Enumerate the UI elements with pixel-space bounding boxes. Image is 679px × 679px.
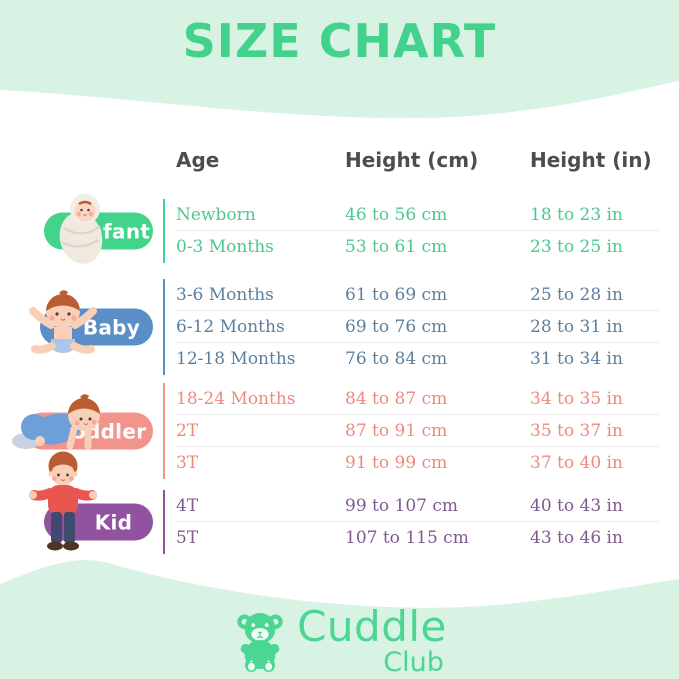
- group-toddler: Toddler 18-24 Months 84 to 87 cm 34 to 3…: [0, 383, 659, 479]
- group-kid-rows: 4T 99 to 107 cm 40 to 43 in 5T 107 to 11…: [163, 490, 659, 554]
- height-cm-cell: 99 to 107 cm: [345, 495, 458, 516]
- page-title: SIZE CHART: [182, 14, 497, 68]
- group-baby-label-cell: Baby: [0, 279, 163, 375]
- height-in-cell: 40 to 43 in: [530, 495, 623, 516]
- age-cell: 5T: [176, 528, 199, 548]
- height-in-cell: 43 to 46 in: [530, 528, 623, 548]
- group-baby: Baby 3-6 Months 61 to 69 cm 25 to 28 in …: [0, 279, 659, 375]
- height-cm-cell: 69 to 76 cm: [345, 316, 448, 337]
- table-header-row: Age Height (cm) Height (in): [176, 148, 679, 172]
- group-toddler-label-cell: Toddler: [0, 383, 163, 479]
- height-in-cell: 34 to 35 in: [530, 388, 623, 409]
- table-row: 3T 91 to 99 cm 37 to 40 in: [176, 447, 659, 479]
- group-kid-label-cell: Kid: [0, 451, 163, 554]
- height-cm-cell: 84 to 87 cm: [345, 388, 448, 409]
- height-cm-cell: 46 to 56 cm: [345, 204, 448, 225]
- group-toddler-rows: 18-24 Months 84 to 87 cm 34 to 35 in 2T …: [163, 383, 659, 479]
- column-header-age: Age: [176, 148, 220, 172]
- group-kid: Kid 4T 99 to 107 cm 40 to 43 in 5T 107 t…: [0, 451, 659, 554]
- table-row: 3-6 Months 61 to 69 cm 25 to 28 in: [176, 279, 659, 311]
- brand-logo: Cuddle Club: [0, 606, 679, 676]
- crawling-toddler-illustration-icon: [12, 394, 100, 450]
- height-cm-cell: 107 to 115 cm: [345, 528, 469, 548]
- height-in-cell: 23 to 25 in: [530, 237, 623, 257]
- age-cell: 18-24 Months: [176, 388, 296, 409]
- group-infant: Infant Newborn 46 to 56 cm 18 to 23 in 0…: [0, 194, 659, 264]
- height-cm-cell: 76 to 84 cm: [345, 349, 448, 369]
- group-baby-rows: 3-6 Months 61 to 69 cm 25 to 28 in 6-12 …: [163, 279, 659, 375]
- age-cell: 12-18 Months: [176, 349, 296, 369]
- brand-subname: Club: [383, 647, 444, 678]
- standing-kid-illustration-icon: [29, 451, 97, 551]
- height-in-cell: 37 to 40 in: [530, 453, 623, 473]
- size-table: Infant Newborn 46 to 56 cm 18 to 23 in 0…: [0, 194, 659, 554]
- age-cell: Newborn: [176, 204, 256, 225]
- table-row: 12-18 Months 76 to 84 cm 31 to 34 in: [176, 343, 659, 375]
- age-cell: 3-6 Months: [176, 284, 274, 305]
- swaddled-infant-illustration-icon: [59, 194, 103, 264]
- height-in-cell: 35 to 37 in: [530, 420, 623, 441]
- height-in-cell: 28 to 31 in: [530, 316, 623, 337]
- group-infant-label-cell: Infant: [0, 194, 163, 264]
- table-row: 5T 107 to 115 cm 43 to 46 in: [176, 522, 659, 554]
- height-cm-cell: 61 to 69 cm: [345, 284, 448, 305]
- brand-wordmark: Cuddle Club: [297, 602, 447, 678]
- teddy-bear-icon: [237, 613, 283, 672]
- age-cell: 2T: [176, 420, 199, 441]
- table-row: Newborn 46 to 56 cm 18 to 23 in: [176, 199, 659, 231]
- height-cm-cell: 87 to 91 cm: [345, 420, 448, 441]
- height-cm-cell: 91 to 99 cm: [345, 453, 448, 473]
- column-header-height-cm: Height (cm): [345, 148, 479, 172]
- age-cell: 3T: [176, 453, 199, 473]
- height-in-cell: 31 to 34 in: [530, 349, 623, 369]
- table-row: 4T 99 to 107 cm 40 to 43 in: [176, 490, 659, 522]
- age-cell: 4T: [176, 495, 199, 516]
- table-row: 0-3 Months 53 to 61 cm 23 to 25 in: [176, 231, 659, 263]
- height-in-cell: 18 to 23 in: [530, 204, 623, 225]
- age-cell: 6-12 Months: [176, 316, 285, 337]
- brand-name: Cuddle: [297, 602, 447, 651]
- table-row: 6-12 Months 69 to 76 cm 28 to 31 in: [176, 311, 659, 343]
- sitting-baby-illustration-icon: [29, 290, 97, 354]
- height-in-cell: 25 to 28 in: [530, 284, 623, 305]
- age-cell: 0-3 Months: [176, 237, 274, 257]
- table-row: 2T 87 to 91 cm 35 to 37 in: [176, 415, 659, 447]
- group-infant-rows: Newborn 46 to 56 cm 18 to 23 in 0-3 Mont…: [163, 199, 659, 263]
- column-header-height-in: Height (in): [530, 148, 652, 172]
- table-row: 18-24 Months 84 to 87 cm 34 to 35 in: [176, 383, 659, 415]
- height-cm-cell: 53 to 61 cm: [345, 237, 448, 257]
